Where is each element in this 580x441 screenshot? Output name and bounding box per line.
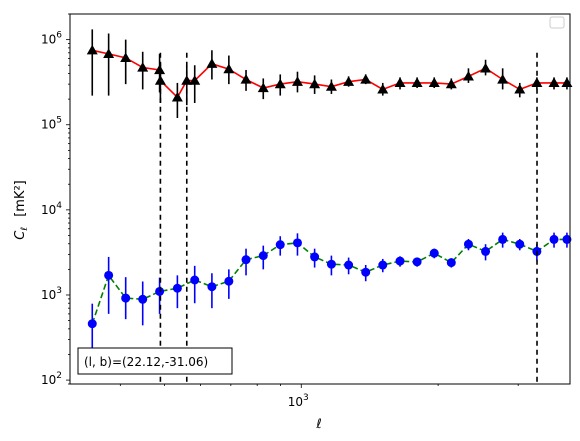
series-1-point xyxy=(498,234,508,244)
series-0-point xyxy=(189,75,201,85)
series-0-point xyxy=(274,78,286,89)
x-axis-label: ℓ xyxy=(315,417,321,432)
series-1-point xyxy=(549,234,559,244)
y-tick-label: 103 xyxy=(41,286,62,302)
series-1-point xyxy=(241,255,251,265)
series-1-point xyxy=(361,267,371,277)
markers-layer xyxy=(86,44,573,329)
plot-background xyxy=(70,14,570,384)
series-0-point xyxy=(377,83,389,94)
y-tick-label: 105 xyxy=(41,116,62,132)
series-1-point xyxy=(463,239,473,249)
series-0-point xyxy=(360,74,372,84)
y-tick-label: 102 xyxy=(41,371,62,387)
annotation-text: (l, b)=(22.12,-31.06) xyxy=(84,355,208,369)
y-axis-label-sub: ℓ xyxy=(20,227,30,232)
series-1-point xyxy=(326,259,336,269)
series-0-point xyxy=(86,44,98,55)
series-1-point xyxy=(344,260,354,270)
series-0-point xyxy=(480,62,492,73)
y-axis-label-unit: [mK²] xyxy=(13,180,28,217)
series-0-point xyxy=(325,81,337,91)
series-0-point xyxy=(120,52,132,63)
y-tick-label: 104 xyxy=(41,201,62,217)
plot-frame xyxy=(69,13,571,385)
series-1-point xyxy=(138,294,148,304)
series-1-point xyxy=(378,260,388,270)
series-1-point xyxy=(412,257,422,267)
series-1-point xyxy=(515,239,525,249)
legend-box xyxy=(549,16,565,29)
series-1-point xyxy=(207,282,217,292)
series-0-point xyxy=(428,77,440,88)
series-1-point xyxy=(172,283,182,293)
ticks-layer: 102 103 104 105 106 103 xyxy=(41,13,519,409)
series-0-point xyxy=(548,77,560,88)
series-1-point xyxy=(87,319,97,329)
series-1-point xyxy=(481,246,491,256)
series-1-point xyxy=(155,286,165,296)
series-1-point xyxy=(258,251,268,261)
svg-text:Cℓ [mK²]: Cℓ [mK²] xyxy=(13,180,30,239)
series-1-point xyxy=(562,234,572,244)
y-tick-label: 106 xyxy=(41,31,62,47)
series-1-point xyxy=(292,238,302,248)
series-0-point xyxy=(154,64,166,75)
series-0-point xyxy=(514,83,526,94)
y-axis-label: Cℓ [mK²] xyxy=(13,180,30,239)
series-0-point xyxy=(462,70,474,81)
series-0-point xyxy=(103,48,115,59)
series-1-point xyxy=(275,240,285,250)
series-0-point xyxy=(394,77,406,88)
y-axis-label-main: C xyxy=(13,230,28,240)
x-tick-label: 103 xyxy=(288,393,309,409)
series-1-point xyxy=(310,252,320,262)
series-1-point xyxy=(190,275,200,285)
series-0-point xyxy=(309,78,321,89)
series-0-point xyxy=(240,74,252,84)
series-0-point xyxy=(497,74,509,84)
series-0-point xyxy=(171,91,183,102)
series-0-point xyxy=(343,76,355,86)
series-0-point xyxy=(291,76,303,86)
series-0-point xyxy=(206,58,218,68)
series-0-point xyxy=(257,82,269,93)
series-1-point xyxy=(395,256,405,266)
series-1-point xyxy=(121,293,131,303)
series-1-point xyxy=(429,248,439,258)
series-1-point xyxy=(446,258,456,268)
series-0-point xyxy=(223,63,235,74)
annotation-box: (l, b)=(22.12,-31.06) xyxy=(77,347,233,375)
series-0-point xyxy=(411,77,423,88)
series-1-point xyxy=(104,270,114,280)
series-1-point xyxy=(224,276,234,286)
series-0-point xyxy=(445,78,457,89)
vlines-layer xyxy=(159,52,538,384)
series-0-point xyxy=(137,62,149,72)
